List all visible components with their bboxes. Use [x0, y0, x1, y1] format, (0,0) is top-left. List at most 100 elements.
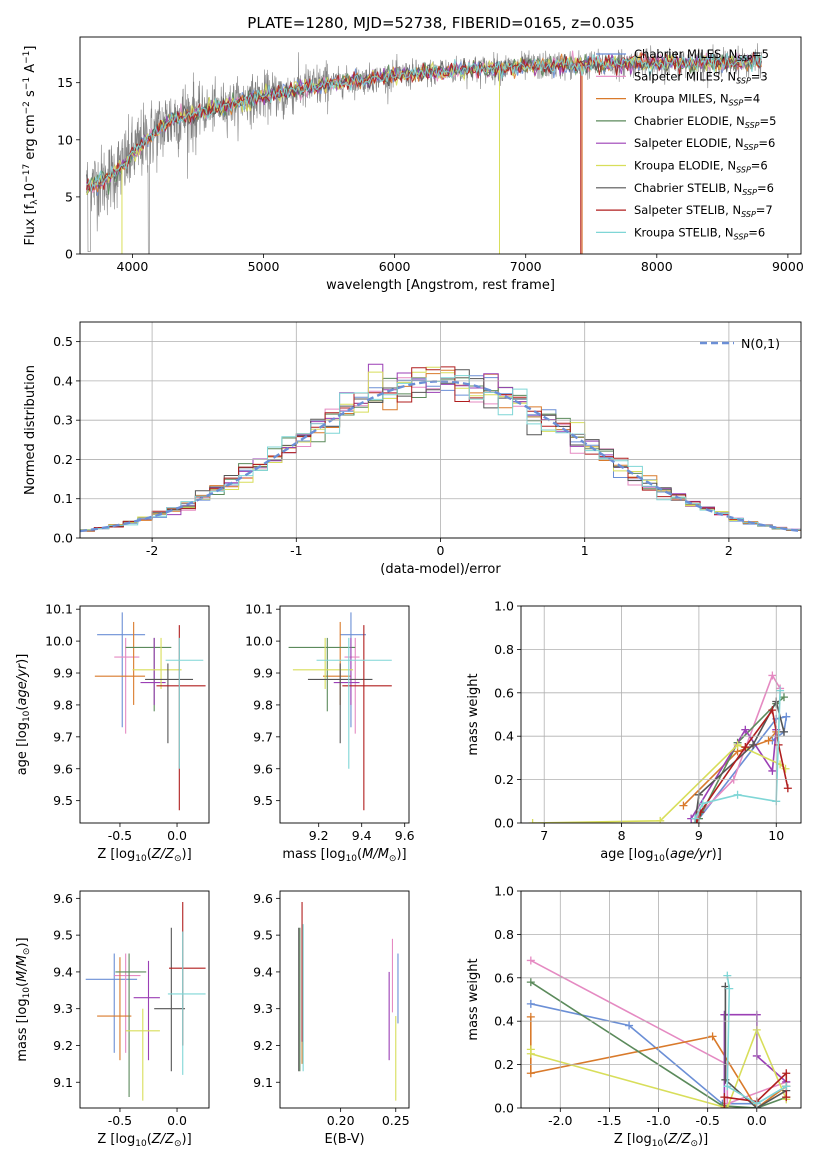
weight-marker: [776, 686, 785, 695]
legend-entry-7: Chabrier STELIB, NSSP=6: [634, 181, 774, 197]
x-tick-label: 5000: [248, 259, 280, 274]
weight-marker: [723, 1082, 732, 1091]
x-tick-label: -1: [290, 543, 302, 558]
y-axis-label: mass weight: [466, 673, 481, 755]
weight-marker: [741, 725, 750, 734]
y-tick-label: 9.5: [253, 928, 273, 943]
y-tick-label: 0.4: [494, 729, 514, 744]
weight-marker: [782, 1069, 791, 1078]
legend-entry-8: Salpeter STELIB, NSSP=7: [634, 203, 773, 219]
weight-marker: [526, 956, 535, 965]
x-tick-label: -2.0: [548, 1113, 572, 1128]
y-tick-label: 9.5: [253, 793, 273, 808]
spectrum-legend: Chabrier MILES, NSSP=5 Salpeter MILES, NS…: [596, 47, 776, 241]
x-tick-label: 10: [768, 828, 784, 843]
y-tick-label: 9.2: [253, 1038, 273, 1053]
plot-area-ebv-mass: [298, 902, 399, 1101]
weight-marker: [782, 1093, 791, 1102]
x-tick-label: 9: [695, 828, 703, 843]
y-tick-label: 0.1: [53, 491, 73, 506]
panel-spectrum: 4000 5000 6000 7000 8000 9000 0 5 10 15 Chabrier M…: [22, 36, 804, 293]
legend-entry-5: Salpeter ELODIE, NSSP=6: [634, 136, 775, 152]
x-axis-label: (data-model)/error: [380, 562, 501, 577]
weight-marker: [679, 801, 688, 810]
weight-marker: [625, 1021, 634, 1030]
y-tick-label: 9.5: [53, 793, 73, 808]
y-tick-label: 0.6: [494, 685, 514, 700]
y-tick-label: 9.4: [253, 964, 273, 979]
panel-ebv-mass: 0.20 0.25 9.1 9.2 9.3 9.4 9.5 9.6 E(B-V): [253, 890, 410, 1147]
weight-marker: [526, 978, 535, 987]
x-tick-label: 9000: [772, 259, 804, 274]
y-tick-label: 0.8: [494, 642, 514, 657]
x-tick-label: 7: [540, 828, 548, 843]
legend-entry-2: Salpeter MILES, NSSP=3: [634, 69, 768, 85]
y-tick-label: 15: [57, 75, 73, 90]
weight-marker: [782, 1082, 791, 1091]
y-tick-label: 1.0: [494, 599, 514, 614]
panel-age-weight: 7 8 9 10 0.0 0.2 0.4 0.6 0.8 1.0 age [log10(age/yr…: [466, 599, 802, 864]
weight-marker: [779, 693, 788, 702]
plot-area-spectrum: [86, 43, 762, 254]
legend-entry-4: Chabrier ELODIE, NSSP=5: [634, 114, 776, 130]
y-tick-label: 0.2: [494, 772, 514, 787]
model-spectrum-9: [86, 52, 762, 192]
y-tick-label: 10.0: [45, 634, 73, 649]
weight-marker: [741, 743, 750, 752]
axes-frame: [279, 605, 410, 824]
weight-line-5: [690, 728, 777, 820]
weight-marker: [768, 706, 777, 715]
y-tick-label: 0: [65, 247, 73, 262]
weight-marker: [733, 790, 742, 799]
plot-area-mass-age: [288, 612, 392, 811]
y-tick-label: 9.5: [53, 928, 73, 943]
y-tick-label: 0.2: [494, 1057, 514, 1072]
y-tick-label: 9.4: [53, 964, 73, 979]
weight-marker: [749, 740, 758, 749]
x-tick-label: 0: [437, 543, 445, 558]
x-axis-label: age [log10(age/yr)]: [600, 847, 722, 864]
x-tick-label: 0.20: [327, 1113, 355, 1128]
weight-marker: [723, 1104, 732, 1108]
weight-marker: [779, 727, 788, 736]
y-tick-label: 10.0: [245, 634, 273, 649]
weight-marker: [526, 1049, 535, 1058]
weight-marker: [764, 736, 773, 745]
x-tick-label: 0.0: [167, 1113, 187, 1128]
panel-z-weight: -2.0 -1.5 -1.0 -0.5 0.0 0.0 0.2 0.4 0.6 0.8 1.0 Z […: [466, 884, 802, 1149]
y-tick-label: 10: [57, 132, 73, 147]
y-axis-label: mass [log10(M/M⊙)]: [15, 937, 32, 1061]
weight-marker: [725, 984, 734, 993]
weight-marker: [733, 740, 742, 749]
x-tick-label: 1: [581, 543, 589, 558]
axes-frame: [279, 890, 410, 1109]
x-tick-label: -0.5: [108, 828, 132, 843]
y-tick-label: 0.0: [494, 1101, 514, 1116]
x-axis-label: Z [log10(Z/Z⊙)]: [97, 847, 191, 864]
weight-marker: [698, 799, 707, 808]
y-tick-label: 0.8: [494, 927, 514, 942]
y-tick-label: 9.3: [53, 1001, 73, 1016]
axes-frame: [520, 890, 802, 1109]
x-tick-label: -1.0: [646, 1113, 670, 1128]
y-tick-label: 9.1: [53, 1075, 73, 1090]
x-tick-label: 0.0: [167, 828, 187, 843]
x-tick-label: -1.5: [597, 1113, 621, 1128]
x-axis-label: Z [log10(Z/Z⊙)]: [97, 1132, 191, 1149]
axes-frame: [79, 605, 210, 824]
x-tick-label: 0.0: [747, 1113, 767, 1128]
x-tick-label: -0.5: [108, 1113, 132, 1128]
model-spectrum-8: [86, 51, 762, 192]
weight-marker: [768, 671, 777, 680]
y-axis-label: age [log10(age/yr)]: [15, 654, 32, 776]
x-tick-label: 9.6: [395, 828, 415, 843]
y-tick-label: 0.3: [53, 413, 73, 428]
x-axis-label: Z [log10(Z/Z⊙)]: [614, 1132, 708, 1149]
y-tick-label: 10.1: [45, 602, 73, 617]
y-tick-label: 9.9: [53, 666, 73, 681]
x-tick-label: 8: [618, 828, 626, 843]
weight-marker: [782, 712, 791, 721]
weight-marker: [526, 1069, 535, 1078]
panel-z-mass: -0.5 0.0 9.1 9.2 9.3 9.4 9.5 9.6 Z [log10(Z/Z⊙)]…: [15, 890, 210, 1149]
x-tick-label: 9.2: [309, 828, 329, 843]
